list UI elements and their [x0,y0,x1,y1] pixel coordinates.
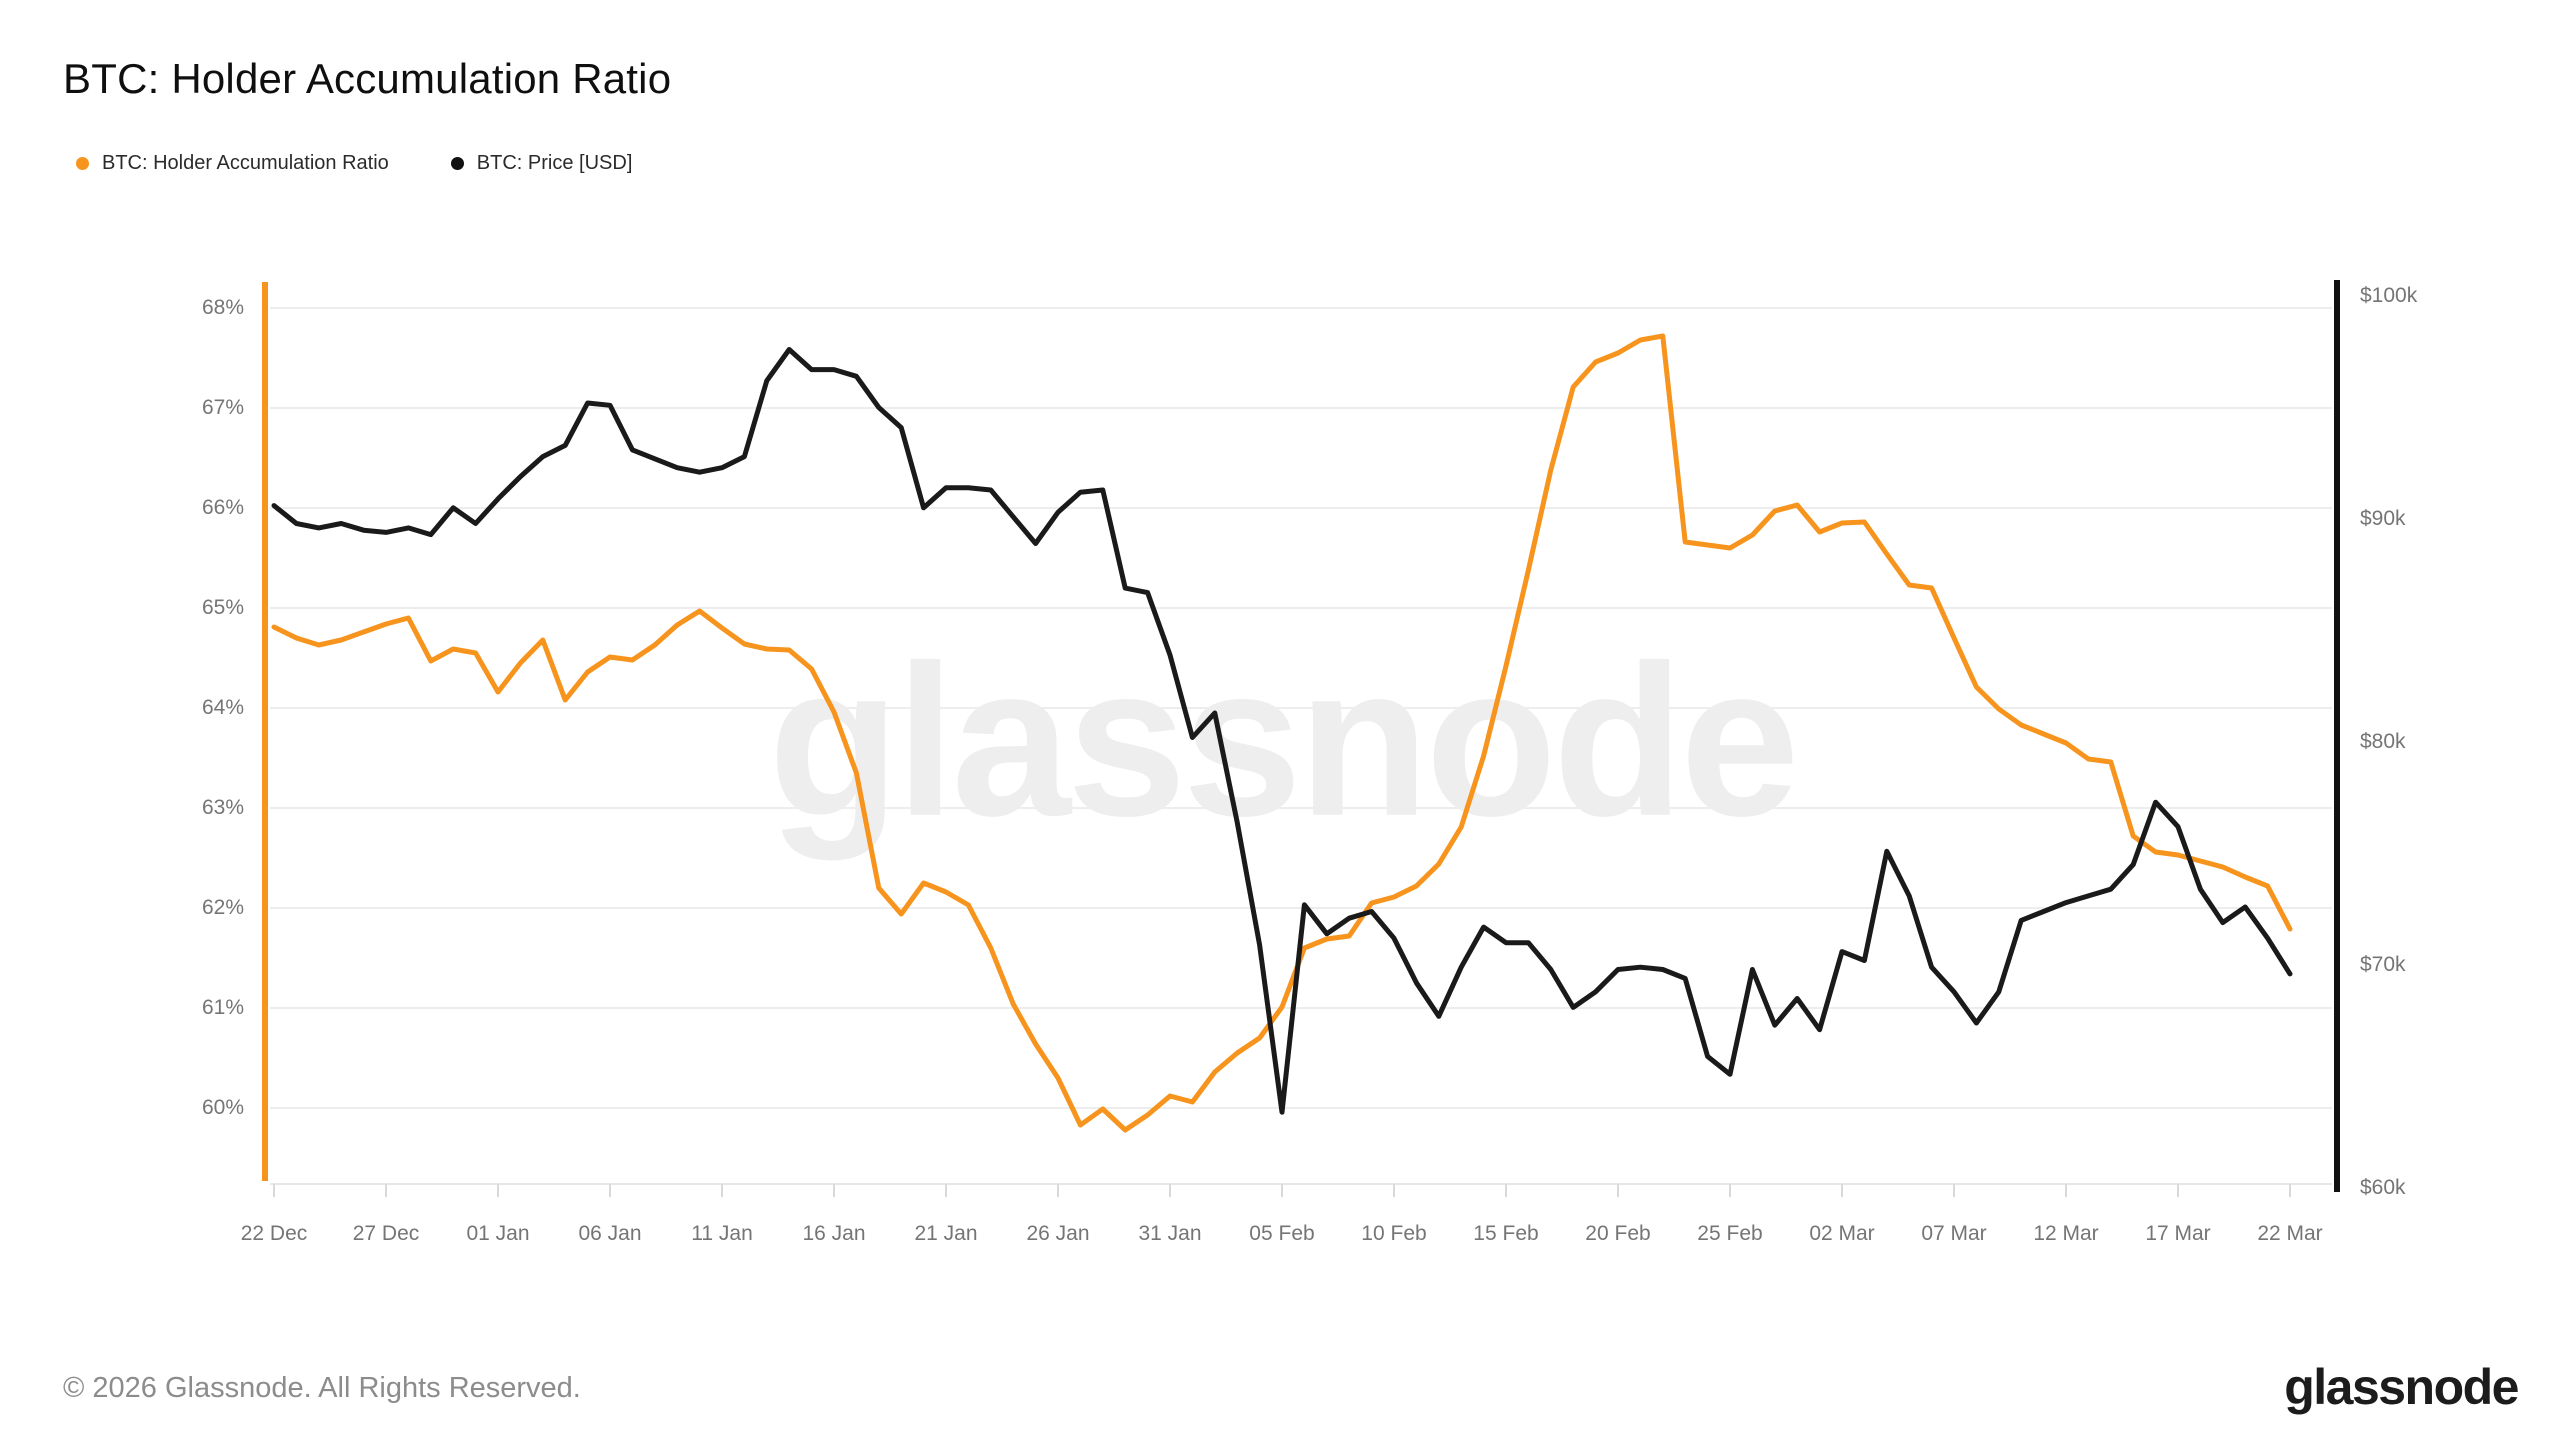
y-axis-label-left: 67% [201,396,244,419]
x-axis-label: 05 Feb [1249,1222,1315,1245]
x-axis-label: 02 Mar [1809,1222,1875,1245]
x-axis-label: 17 Mar [2145,1222,2211,1245]
y-axis-label-left: 61% [201,996,244,1019]
page-title: BTC: Holder Accumulation Ratio [63,55,672,102]
y-axis-label-left: 62% [201,896,244,919]
x-axis-label: 25 Feb [1697,1222,1763,1245]
y-axis-label-left: 68% [201,296,244,319]
y-axis-label-right: $80k [2360,730,2406,753]
x-axis-label: 27 Dec [352,1222,420,1245]
x-axis-label: 26 Jan [1026,1222,1090,1245]
price-line [271,347,2293,1115]
ratio-line [271,333,2293,1133]
x-axis-label: 22 Mar [2257,1222,2323,1245]
chart-legend: BTC: Holder Accumulation Ratio BTC: Pric… [76,152,632,175]
y-axis-label-right: $90k [2360,507,2406,530]
x-axis-label: 20 Feb [1585,1222,1651,1245]
x-axis-label: 21 Jan [914,1222,978,1245]
copyright-text: © 2026 Glassnode. All Rights Reserved. [63,1372,581,1404]
legend-dot-orange-icon [76,157,89,170]
left-axis-bar [262,282,268,1181]
x-axis-label: 01 Jan [466,1222,530,1245]
y-axis-label-left: 66% [201,496,244,519]
y-axis-label-right: $100k [2360,284,2418,307]
y-axis-label-left: 60% [201,1096,244,1119]
y-axis-label-right: $60k [2360,1176,2406,1199]
x-axis-label: 07 Mar [1921,1222,1987,1245]
legend-label: BTC: Price [USD] [476,152,633,174]
x-axis-label: 16 Jan [802,1222,866,1245]
x-axis-label: 11 Jan [691,1222,753,1245]
x-axis-label: 06 Jan [578,1222,642,1245]
x-axis-label: 12 Mar [2033,1222,2099,1245]
right-axis-bar [2334,280,2340,1192]
legend-label: BTC: Holder Accumulation Ratio [102,152,389,174]
y-axis-label-left: 65% [201,596,244,619]
y-axis-label-left: 63% [201,796,244,819]
x-axis-label: 15 Feb [1473,1222,1539,1245]
legend-item-holder-accumulation-ratio[interactable]: BTC: Holder Accumulation Ratio [76,152,389,175]
y-axis-label-right: $70k [2360,953,2406,976]
x-axis-label: 31 Jan [1138,1222,1202,1245]
y-axis-label-left: 64% [201,696,244,719]
legend-item-price-usd[interactable]: BTC: Price [USD] [450,152,633,175]
x-axis-label: 22 Dec [240,1222,308,1245]
x-axis-label: 10 Feb [1361,1222,1427,1245]
glassnode-logo: glassnode [2284,1359,2519,1415]
watermark-text: glassnode [768,620,1795,861]
legend-dot-black-icon [450,157,464,170]
chart-plot[interactable]: glassnode [262,280,2340,1240]
